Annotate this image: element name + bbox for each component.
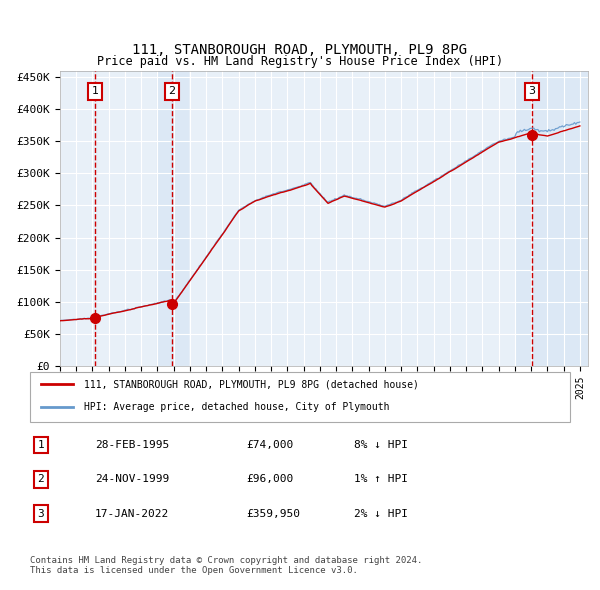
- Text: 111, STANBOROUGH ROAD, PLYMOUTH, PL9 8PG: 111, STANBOROUGH ROAD, PLYMOUTH, PL9 8PG: [133, 43, 467, 57]
- Bar: [60, 71, 96, 366]
- Text: 28-FEB-1995: 28-FEB-1995: [95, 440, 169, 450]
- Bar: [60, 71, 96, 366]
- Text: 3: 3: [37, 509, 44, 519]
- Bar: [516, 71, 588, 366]
- Text: 111, STANBOROUGH ROAD, PLYMOUTH, PL9 8PG (detached house): 111, STANBOROUGH ROAD, PLYMOUTH, PL9 8PG…: [84, 379, 419, 389]
- Text: £359,950: £359,950: [246, 509, 300, 519]
- Text: £74,000: £74,000: [246, 440, 293, 450]
- Bar: [157, 71, 188, 366]
- Text: Contains HM Land Registry data © Crown copyright and database right 2024.
This d: Contains HM Land Registry data © Crown c…: [30, 556, 422, 575]
- Text: 24-NOV-1999: 24-NOV-1999: [95, 474, 169, 484]
- Text: £96,000: £96,000: [246, 474, 293, 484]
- FancyBboxPatch shape: [30, 372, 570, 422]
- Text: 2: 2: [37, 474, 44, 484]
- Text: 2% ↓ HPI: 2% ↓ HPI: [354, 509, 408, 519]
- Text: 1: 1: [92, 87, 98, 96]
- Text: 17-JAN-2022: 17-JAN-2022: [95, 509, 169, 519]
- Text: Price paid vs. HM Land Registry's House Price Index (HPI): Price paid vs. HM Land Registry's House …: [97, 55, 503, 68]
- Text: 2: 2: [169, 87, 176, 96]
- Text: HPI: Average price, detached house, City of Plymouth: HPI: Average price, detached house, City…: [84, 402, 389, 412]
- Text: 1: 1: [37, 440, 44, 450]
- Text: 1% ↑ HPI: 1% ↑ HPI: [354, 474, 408, 484]
- Text: 3: 3: [529, 87, 535, 96]
- Text: 8% ↓ HPI: 8% ↓ HPI: [354, 440, 408, 450]
